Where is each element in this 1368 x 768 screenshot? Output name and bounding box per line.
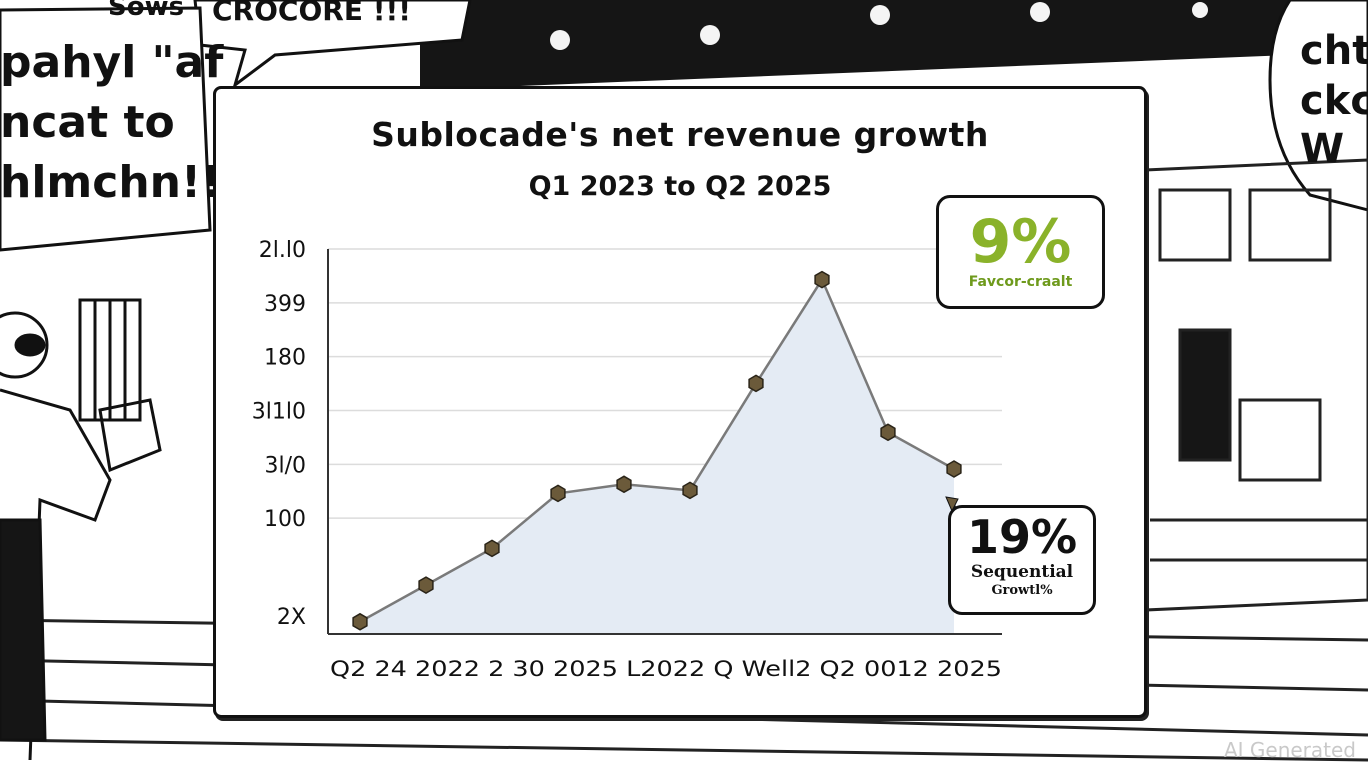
watermark: AI Generated [1223,738,1356,762]
axes [327,249,1002,635]
y-tick-label: 100 [264,507,306,532]
y-tick-label: 2l.l0 [259,238,306,263]
top-left-comic-text: Sows [108,0,185,22]
callout-bottom-value: 19% [966,510,1078,564]
y-tick-label: 399 [264,292,306,317]
series-line [359,276,955,623]
gridlines [328,248,1002,519]
data-point-marker [616,475,632,494]
top-banner [420,0,1368,90]
data-point-marker [352,612,368,631]
chart-title: Sublocade's net revenue growth [371,115,989,154]
top-comic-text: CROCORE !!! [212,0,412,27]
callout-top-value: 9% [969,207,1072,277]
y-tick-label: 180 [264,346,306,371]
y-tick-label: 3l1l0 [252,400,306,425]
left-character [0,298,162,761]
left-bubble-line-1: pahyl "af [0,37,224,88]
data-point-marker [484,539,500,558]
left-bubble-line-3: hlmchn!! [0,157,222,208]
callout-bottom-label-1: Sequential [970,562,1074,582]
data-point-marker [880,423,896,442]
right-bubble-line-1: chte [1300,28,1368,74]
callout-top-label: Favcor-craalt [968,274,1073,290]
chart-subtitle: Q1 2023 to Q2 2025 [528,171,832,202]
x-tick-labels-text: Q2 24 2022 2 30 2025 L2022 Q Well2 Q2 00… [330,657,1002,681]
right-bubble-line-3: W [1300,126,1345,172]
left-bubble-line-2: ncat to [0,97,175,148]
x-tick-labels: Q2 24 2022 2 30 2025 L2022 Q Well2 Q2 00… [330,657,1002,681]
bottom-callout-marker [945,496,959,513]
data-point-marker [682,481,698,500]
y-tick-label: 3l/0 [264,453,306,478]
data-point-marker [418,576,434,594]
data-point-marker [946,460,962,478]
data-point-marker [550,484,566,503]
left-speech-bubble [0,6,212,252]
callout-bottom: 19% Sequential Growtl% [948,505,1096,615]
y-tick-labels: 2X 100 3l/0 3l1l0 180 399 2l.l0 [252,238,306,630]
area-fill [360,279,954,634]
callout-top: 9% Favcor-craalt [936,195,1105,309]
right-background-sketch [1143,158,1368,612]
banner-stars [550,2,1208,50]
data-markers [352,270,962,631]
data-point-marker [814,270,830,289]
top-speech-bubble [193,0,472,89]
chart-plot: 2X 100 3l/0 3l1l0 180 399 2l.l0 Q2 24 2022 2 3… [252,238,1002,681]
area-layer [359,276,955,634]
data-point-marker [748,374,764,393]
right-bubble-line-2: ckc [1300,78,1368,124]
callout-bottom-label-2: Growtl% [991,583,1053,598]
chart-card: Sublocade's net revenue growth Q1 2023 t… [213,86,1147,718]
y-tick-label: 2X [277,605,306,630]
